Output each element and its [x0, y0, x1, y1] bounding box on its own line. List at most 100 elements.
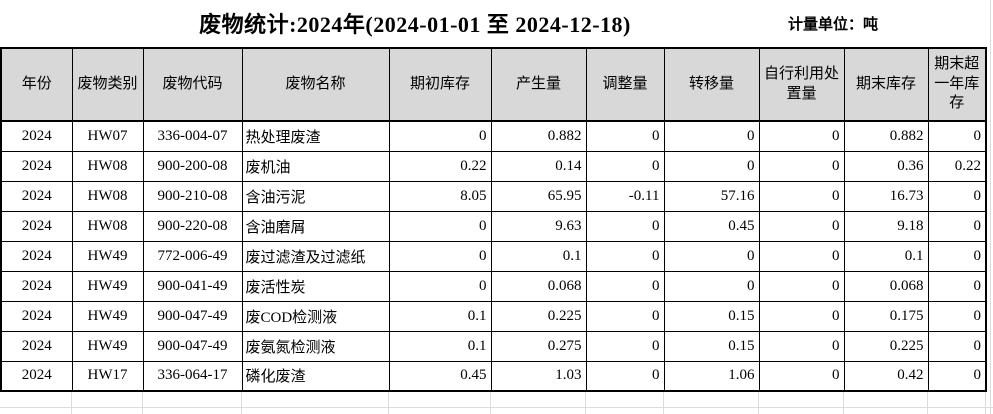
col-header-waste-name[interactable]: 废物名称	[241, 47, 390, 122]
table-cell[interactable]: 磷化废渣	[241, 360, 390, 392]
table-cell[interactable]: 废COD检测液	[241, 300, 390, 332]
table-cell[interactable]: 900-047-49	[142, 330, 243, 362]
table-cell[interactable]: 0	[927, 300, 987, 332]
table-cell[interactable]: 2024	[0, 360, 73, 392]
table-cell[interactable]: 0	[663, 120, 760, 152]
table-cell[interactable]: 0	[758, 270, 845, 302]
col-header-waste-code[interactable]: 废物代码	[142, 47, 243, 122]
table-cell[interactable]: HW17	[71, 360, 144, 392]
table-cell[interactable]: 8.05	[388, 180, 492, 212]
table-cell[interactable]: 336-004-07	[142, 120, 243, 152]
table-cell[interactable]: 0.068	[843, 270, 929, 302]
table-cell[interactable]: 2024	[0, 240, 73, 272]
table-cell[interactable]: 0	[585, 120, 665, 152]
table-cell[interactable]: 0	[758, 180, 845, 212]
table-cell[interactable]: 2024	[0, 210, 73, 242]
table-cell[interactable]: 0	[585, 240, 665, 272]
col-header-over-one-year-stock[interactable]: 期末超一年库存	[927, 47, 987, 122]
table-cell[interactable]: 0.15	[663, 330, 760, 362]
col-header-opening-stock[interactable]: 期初库存	[388, 47, 492, 122]
table-cell[interactable]: 65.95	[490, 180, 587, 212]
table-cell[interactable]: 2024	[0, 180, 73, 212]
table-cell[interactable]: HW49	[71, 270, 144, 302]
table-cell[interactable]: 2024	[0, 270, 73, 302]
table-cell[interactable]: 16.73	[843, 180, 929, 212]
table-cell[interactable]: 0.22	[927, 150, 987, 182]
table-cell[interactable]: 0.1	[490, 240, 587, 272]
table-cell[interactable]: 900-047-49	[142, 300, 243, 332]
table-cell[interactable]: HW07	[71, 120, 144, 152]
col-header-transferred-amount[interactable]: 转移量	[663, 47, 760, 122]
table-cell[interactable]: 0	[758, 330, 845, 362]
table-cell[interactable]: 0	[388, 210, 492, 242]
table-cell[interactable]: 57.16	[663, 180, 760, 212]
table-cell[interactable]: 0.14	[490, 150, 587, 182]
table-cell[interactable]: 含油污泥	[241, 180, 390, 212]
col-header-adjusted-amount[interactable]: 调整量	[585, 47, 665, 122]
table-cell[interactable]: 0.275	[490, 330, 587, 362]
col-header-self-disposal-amount[interactable]: 自行利用处置量	[758, 47, 845, 122]
table-cell[interactable]: 0.882	[490, 120, 587, 152]
table-cell[interactable]: 900-220-08	[142, 210, 243, 242]
table-cell[interactable]: 0	[927, 240, 987, 272]
table-cell[interactable]: 900-041-49	[142, 270, 243, 302]
table-cell[interactable]: 0	[927, 120, 987, 152]
col-header-generated-amount[interactable]: 产生量	[490, 47, 587, 122]
table-cell[interactable]: 0.225	[843, 330, 929, 362]
table-cell[interactable]: 2024	[0, 300, 73, 332]
table-cell[interactable]: 0	[758, 360, 845, 392]
table-cell[interactable]: 0	[758, 120, 845, 152]
table-cell[interactable]: 热处理废渣	[241, 120, 390, 152]
table-cell[interactable]: 0.45	[663, 210, 760, 242]
table-cell[interactable]: HW49	[71, 300, 144, 332]
table-cell[interactable]: 0	[663, 240, 760, 272]
col-header-year[interactable]: 年份	[0, 47, 73, 122]
table-cell[interactable]: 0	[388, 240, 492, 272]
table-cell[interactable]: 0	[758, 300, 845, 332]
table-cell[interactable]: HW49	[71, 330, 144, 362]
table-cell[interactable]: 9.18	[843, 210, 929, 242]
table-cell[interactable]: 0	[585, 150, 665, 182]
table-cell[interactable]: 废活性炭	[241, 270, 390, 302]
table-cell[interactable]: 1.03	[490, 360, 587, 392]
col-header-waste-category[interactable]: 废物类别	[71, 47, 144, 122]
table-cell[interactable]: 0	[388, 120, 492, 152]
table-cell[interactable]: 0.22	[388, 150, 492, 182]
table-cell[interactable]: 0	[758, 240, 845, 272]
table-cell[interactable]: 废氨氮检测液	[241, 330, 390, 362]
table-cell[interactable]: 废过滤渣及过滤纸	[241, 240, 390, 272]
table-cell[interactable]: 2024	[0, 150, 73, 182]
table-cell[interactable]: 0.882	[843, 120, 929, 152]
table-cell[interactable]: 0	[585, 270, 665, 302]
table-cell[interactable]: 0	[927, 270, 987, 302]
table-cell[interactable]: 0.1	[843, 240, 929, 272]
table-cell[interactable]: HW49	[71, 240, 144, 272]
table-cell[interactable]: 0	[758, 210, 845, 242]
col-header-closing-stock[interactable]: 期末库存	[843, 47, 929, 122]
table-cell[interactable]: 0.36	[843, 150, 929, 182]
table-cell[interactable]: HW08	[71, 210, 144, 242]
table-cell[interactable]: HW08	[71, 150, 144, 182]
table-cell[interactable]: 0	[927, 180, 987, 212]
table-cell[interactable]: 900-200-08	[142, 150, 243, 182]
table-cell[interactable]: HW08	[71, 180, 144, 212]
table-cell[interactable]: 0	[927, 330, 987, 362]
table-cell[interactable]: 0	[585, 210, 665, 242]
table-cell[interactable]: 0	[663, 150, 760, 182]
table-cell[interactable]: 900-210-08	[142, 180, 243, 212]
table-cell[interactable]: 0.15	[663, 300, 760, 332]
table-cell[interactable]: 9.63	[490, 210, 587, 242]
table-cell[interactable]: 2024	[0, 330, 73, 362]
table-cell[interactable]: 废机油	[241, 150, 390, 182]
table-cell[interactable]: 0.45	[388, 360, 492, 392]
table-cell[interactable]: 336-064-17	[142, 360, 243, 392]
table-cell[interactable]: 0	[663, 270, 760, 302]
table-cell[interactable]: 0	[585, 330, 665, 362]
table-cell[interactable]: 0	[585, 300, 665, 332]
table-cell[interactable]: -0.11	[585, 180, 665, 212]
table-cell[interactable]: 0.1	[388, 330, 492, 362]
table-cell[interactable]: 0.225	[490, 300, 587, 332]
table-cell[interactable]: 0	[927, 360, 987, 392]
table-cell[interactable]: 0.175	[843, 300, 929, 332]
table-cell[interactable]: 1.06	[663, 360, 760, 392]
